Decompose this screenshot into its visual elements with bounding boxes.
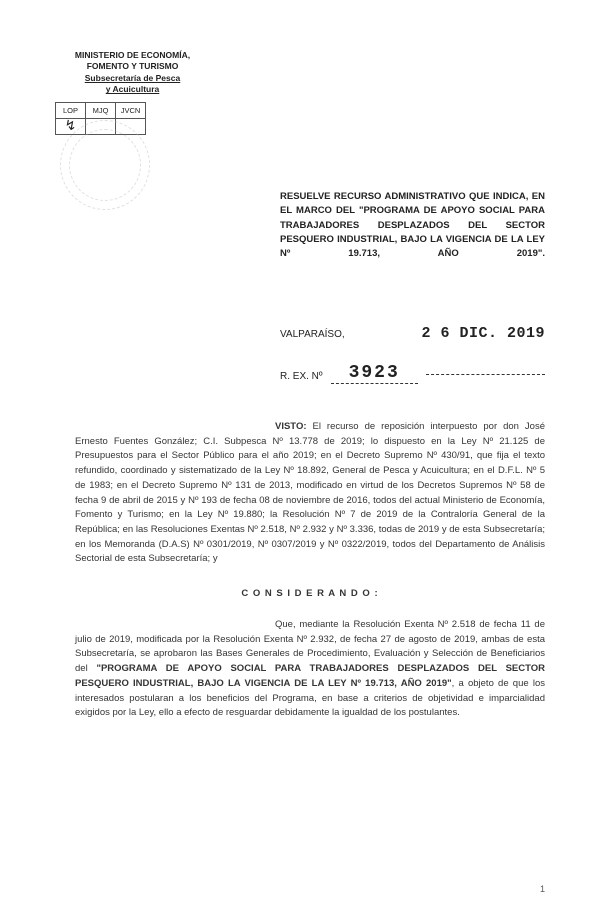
document-body: VISTO: El recurso de reposición interpue… <box>75 420 545 731</box>
ministry-line: y Acuicultura <box>55 84 210 95</box>
considerando-heading: C O N S I D E R A N D O : <box>75 587 545 602</box>
rex-number: 3923 <box>331 363 418 384</box>
stamp-header: MJQ <box>86 102 116 118</box>
letterhead: MINISTERIO DE ECONOMÍA, FOMENTO Y TURISM… <box>55 50 210 135</box>
considerando-paragraph: Que, mediante la Resolución Exenta Nº 2.… <box>75 618 545 721</box>
ministry-line: MINISTERIO DE ECONOMÍA, <box>55 50 210 61</box>
visto-text: El recurso de reposición interpuesto por… <box>75 421 545 564</box>
date-location: VALPARAÍSO, <box>280 329 345 340</box>
stamp-header: LOP <box>56 102 86 118</box>
seal-stamp <box>60 120 150 210</box>
rex-label: R. EX. Nº <box>280 371 323 382</box>
stamp-header: JVCN <box>116 102 146 118</box>
visto-label: VISTO: <box>275 421 307 432</box>
visto-paragraph: VISTO: El recurso de reposición interpue… <box>75 420 545 567</box>
page-number: 1 <box>540 884 545 894</box>
date-row: VALPARAÍSO, 2 6 DIC. 2019 <box>280 325 545 342</box>
ministry-line: FOMENTO Y TURISMO <box>55 61 210 72</box>
resolution-title: RESUELVE RECURSO ADMINISTRATIVO QUE INDI… <box>280 190 545 261</box>
ministry-line: Subsecretaría de Pesca <box>55 73 210 84</box>
resolution-number-row: R. EX. Nº 3923 <box>280 365 545 386</box>
ministry-name: MINISTERIO DE ECONOMÍA, FOMENTO Y TURISM… <box>55 50 210 96</box>
dash-line <box>426 374 545 375</box>
date-stamp: 2 6 DIC. 2019 <box>421 325 545 342</box>
